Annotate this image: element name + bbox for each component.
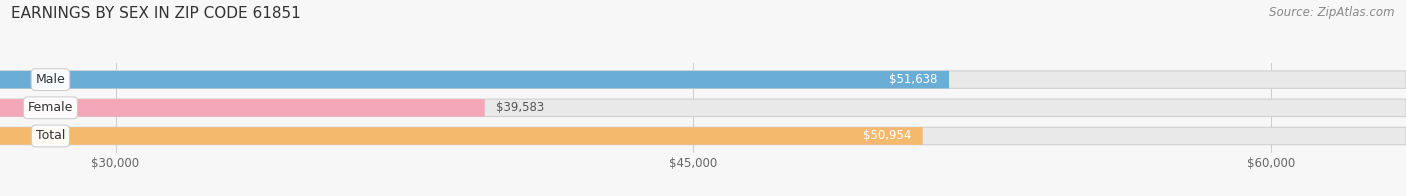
FancyBboxPatch shape — [0, 127, 922, 145]
Text: $50,954: $50,954 — [863, 130, 911, 142]
Text: Total: Total — [35, 130, 65, 142]
Text: Male: Male — [35, 73, 65, 86]
Text: $39,583: $39,583 — [496, 101, 544, 114]
Text: Source: ZipAtlas.com: Source: ZipAtlas.com — [1270, 6, 1395, 19]
FancyBboxPatch shape — [0, 71, 1406, 88]
Text: $51,638: $51,638 — [889, 73, 938, 86]
FancyBboxPatch shape — [0, 71, 949, 88]
Text: Female: Female — [28, 101, 73, 114]
FancyBboxPatch shape — [0, 99, 485, 117]
Text: EARNINGS BY SEX IN ZIP CODE 61851: EARNINGS BY SEX IN ZIP CODE 61851 — [11, 6, 301, 21]
FancyBboxPatch shape — [0, 127, 1406, 145]
FancyBboxPatch shape — [0, 99, 1406, 117]
